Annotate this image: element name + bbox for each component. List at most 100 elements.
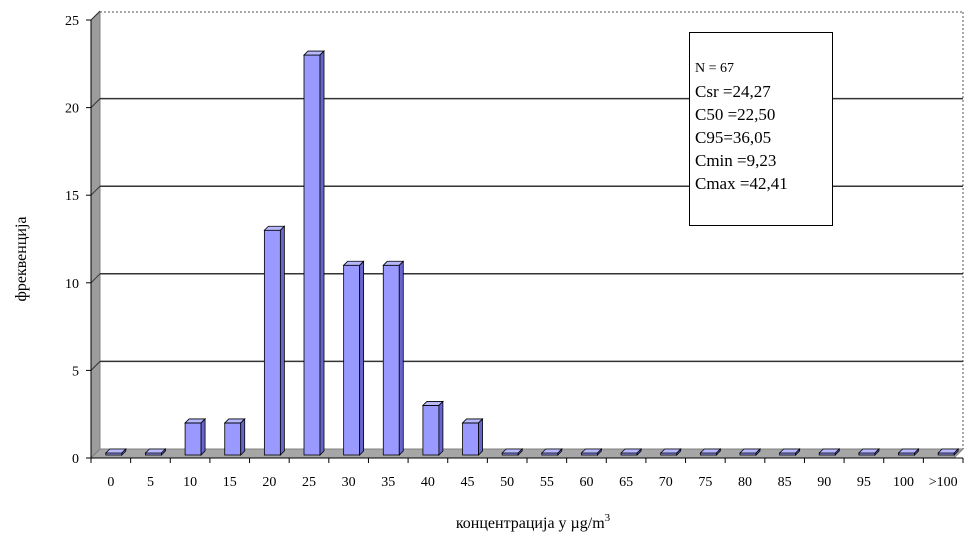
x-tick-label: 15 [223, 475, 237, 490]
y-tick-label: 25 [65, 14, 79, 29]
bar-side [161, 448, 166, 456]
y-tick-labels: 0 5 10 15 20 25 [65, 14, 79, 467]
bar-side [319, 50, 325, 456]
bar [303, 50, 325, 456]
bar [461, 417, 484, 456]
bar-front [462, 422, 479, 456]
x-tick-label: 40 [421, 475, 435, 490]
bar-side [636, 448, 642, 456]
bar [540, 448, 563, 456]
x-tick-label: 95 [857, 475, 871, 490]
bar [342, 260, 365, 456]
statistics-box: N = 67 Csr =24,27 C50 =22,50 C95=36,05 C… [689, 32, 833, 226]
bar [739, 448, 761, 456]
bar-front [303, 54, 321, 456]
bar-side [914, 448, 919, 456]
x-tick-label: 0 [107, 475, 114, 490]
x-tick-label: 20 [262, 475, 276, 490]
bars [104, 50, 960, 456]
bar [382, 260, 405, 456]
bar [184, 417, 207, 456]
x-tick-label: 100 [893, 475, 914, 490]
bar-side [953, 448, 959, 456]
x-tick-label: 60 [579, 475, 593, 490]
bar [897, 448, 920, 456]
bar [421, 400, 444, 456]
bar-side [834, 448, 840, 456]
bar [818, 448, 841, 456]
x-tick-label: >100 [929, 475, 958, 490]
x-tick-label: 70 [659, 475, 673, 490]
x-axis-title-main: концентрација у µg/m [456, 515, 605, 532]
bar [659, 448, 682, 456]
bar [857, 448, 880, 456]
gridline-depth [90, 98, 101, 108]
gridline-depth [90, 273, 101, 284]
bar-side [557, 448, 563, 456]
x-tick-label: 35 [381, 475, 395, 490]
y-tick-label: 20 [65, 102, 79, 117]
bar-side [874, 448, 880, 456]
bar [144, 448, 167, 456]
y-tick-label: 15 [65, 189, 79, 204]
bar [937, 448, 960, 456]
gridline-depth [90, 10, 101, 21]
bar-side [279, 225, 285, 456]
stats-c95: C95=36,05 [695, 128, 772, 147]
bar [778, 448, 801, 456]
bar [263, 225, 286, 456]
bar [580, 448, 603, 456]
y-tick-label: 0 [72, 452, 79, 467]
bar-side [676, 448, 682, 456]
x-tick-label: 90 [817, 475, 831, 490]
bar [223, 417, 246, 456]
x-tick-label: 65 [619, 475, 633, 490]
y-tick-label: 5 [72, 364, 79, 379]
bar-side [755, 448, 761, 456]
x-axis-title-superscript: 3 [605, 512, 611, 524]
x-tick-label: 5 [147, 475, 154, 490]
bar-side [398, 260, 404, 456]
bar-front [382, 264, 400, 456]
bar [699, 448, 722, 456]
bar-front [343, 264, 361, 456]
bar [620, 448, 643, 456]
left-wall [90, 10, 101, 460]
x-tick-label: 30 [342, 475, 356, 490]
gridline-depth [90, 185, 101, 196]
x-tick-label: 85 [778, 475, 792, 490]
bar-side [359, 260, 365, 456]
x-tick-label: 10 [183, 475, 197, 490]
bar-side [200, 417, 206, 456]
axes [86, 19, 964, 463]
bar-front [184, 422, 202, 456]
y-tick-label: 10 [65, 277, 79, 292]
bar-front [263, 229, 281, 456]
y-axis-title: фреквенција [13, 216, 30, 301]
gridline-depth [90, 361, 101, 371]
stats-csr: Csr =24,27 [695, 82, 771, 101]
bar-side [517, 448, 523, 456]
x-tick-label: 55 [540, 475, 554, 490]
x-tick-label: 75 [698, 475, 712, 490]
stats-cmin: Cmin =9,23 [695, 151, 777, 170]
bar-side [240, 417, 246, 456]
bar-side [438, 400, 444, 456]
stats-n: N = 67 [695, 61, 735, 76]
bar-side [597, 448, 602, 456]
x-tick-label: 45 [461, 475, 475, 490]
bar [501, 448, 524, 456]
x-tick-label: 50 [500, 475, 514, 490]
x-tick-label: 25 [302, 475, 316, 490]
x-axis-title: концентрација у µg/m3 [456, 512, 611, 532]
bar-side [121, 448, 127, 456]
bar-side [795, 448, 801, 456]
x-tick-label: 80 [738, 475, 752, 490]
stats-cmax: Cmax =42,41 [695, 174, 788, 193]
bar-side [478, 417, 483, 456]
bar-front [422, 405, 440, 456]
bar-side [715, 448, 721, 456]
stats-c50: C50 =22,50 [695, 105, 776, 124]
bar [104, 448, 127, 456]
bar-front [224, 422, 242, 456]
